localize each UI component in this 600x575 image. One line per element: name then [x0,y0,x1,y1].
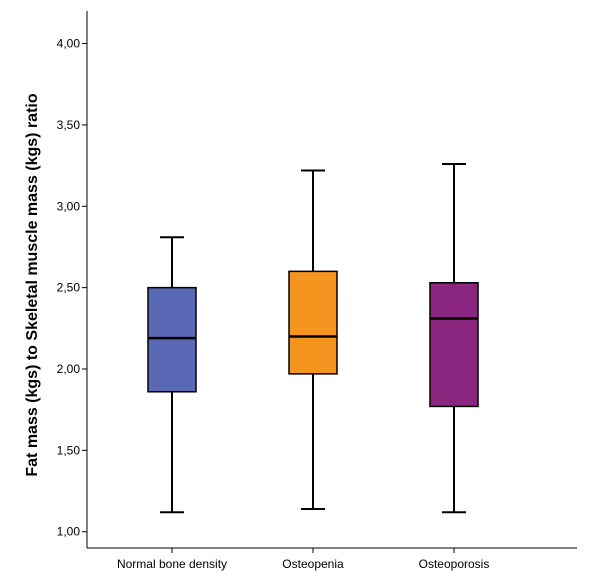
iqr-box [147,286,197,393]
y-axis-title: Fat mass (kgs) to Skeletal muscle mass (… [24,93,41,476]
x-tick-label: Normal bone density [117,557,227,571]
box-2 [288,169,338,510]
y-tick-label: 3,50 [57,118,81,132]
y-tick-label: 2,00 [57,362,81,376]
y-tick-label: 3,00 [57,199,81,213]
y-tick-label: 1,50 [57,443,81,457]
iqr-box [288,270,338,375]
x-tick-label: Osteopenia [282,557,344,571]
axes: 1,00 1,50 2,00 2,50 3,00 3,50 4,00 Normal bone … [57,11,577,571]
box-3 [429,162,479,514]
boxes [147,162,479,514]
y-tick-label: 1,00 [57,525,81,539]
box-1 [147,236,197,514]
x-tick-label: Osteoporosis [419,557,490,571]
y-tick-label: 2,50 [57,281,81,295]
iqr-box [429,282,479,408]
y-tick-label: 4,00 [57,37,81,51]
